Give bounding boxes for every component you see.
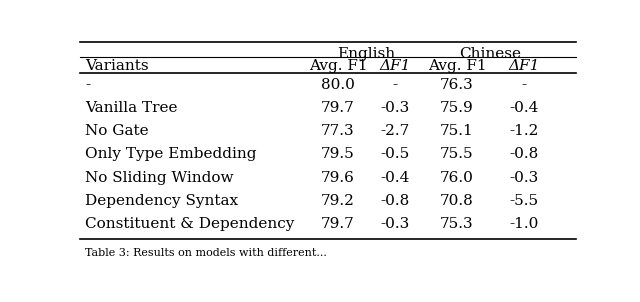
Text: ΔF1: ΔF1 (508, 59, 540, 73)
Text: 79.6: 79.6 (321, 171, 355, 185)
Text: 80.0: 80.0 (321, 78, 355, 92)
Text: No Gate: No Gate (85, 124, 148, 138)
Text: -1.2: -1.2 (509, 124, 539, 138)
Text: -: - (522, 78, 527, 92)
Text: -2.7: -2.7 (380, 124, 410, 138)
Text: Only Type Embedding: Only Type Embedding (85, 147, 257, 161)
Text: -1.0: -1.0 (509, 217, 539, 231)
Text: Dependency Syntax: Dependency Syntax (85, 194, 238, 208)
Text: -0.8: -0.8 (509, 147, 538, 161)
Text: Avg. F1: Avg. F1 (428, 59, 486, 73)
Text: Variants: Variants (85, 59, 148, 73)
Text: -: - (85, 78, 90, 92)
Text: 79.7: 79.7 (321, 217, 355, 231)
Text: -0.4: -0.4 (380, 171, 410, 185)
Text: English: English (337, 47, 396, 61)
Text: Constituent & Dependency: Constituent & Dependency (85, 217, 294, 231)
Text: ΔF1: ΔF1 (380, 59, 411, 73)
Text: -0.5: -0.5 (380, 147, 410, 161)
Text: Vanilla Tree: Vanilla Tree (85, 101, 177, 115)
Text: 79.5: 79.5 (321, 147, 355, 161)
Text: -0.8: -0.8 (380, 194, 410, 208)
Text: 75.5: 75.5 (440, 147, 474, 161)
Text: Avg. F1: Avg. F1 (308, 59, 367, 73)
Text: -0.3: -0.3 (380, 101, 410, 115)
Text: Chinese: Chinese (460, 47, 522, 61)
Text: 75.9: 75.9 (440, 101, 474, 115)
Text: -0.4: -0.4 (509, 101, 539, 115)
Text: 76.3: 76.3 (440, 78, 474, 92)
Text: 77.3: 77.3 (321, 124, 355, 138)
Text: -0.3: -0.3 (509, 171, 538, 185)
Text: 79.2: 79.2 (321, 194, 355, 208)
Text: -: - (392, 78, 397, 92)
Text: 75.3: 75.3 (440, 217, 474, 231)
Text: 79.7: 79.7 (321, 101, 355, 115)
Text: 76.0: 76.0 (440, 171, 474, 185)
Text: 70.8: 70.8 (440, 194, 474, 208)
Text: -5.5: -5.5 (509, 194, 538, 208)
Text: No Sliding Window: No Sliding Window (85, 171, 234, 185)
Text: -0.3: -0.3 (380, 217, 410, 231)
Text: 75.1: 75.1 (440, 124, 474, 138)
Text: Table 3: Results on models with different...: Table 3: Results on models with differen… (85, 248, 327, 258)
